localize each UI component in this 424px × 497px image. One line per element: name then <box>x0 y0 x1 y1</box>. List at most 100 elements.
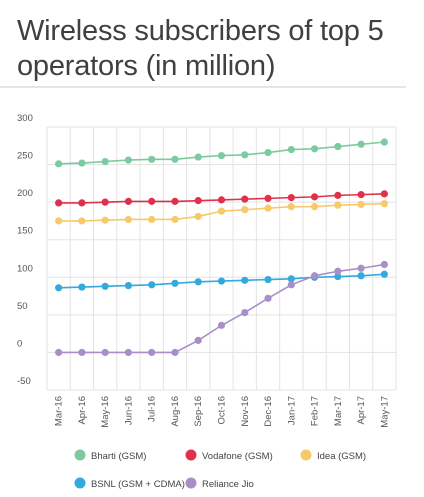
data-point <box>194 212 202 221</box>
chart-title: Wireless subscribers of top 5 operators … <box>17 15 384 82</box>
data-point <box>194 278 202 286</box>
y-tick-label: 300 <box>17 113 33 124</box>
x-tick-label: Mar-16 <box>54 396 65 426</box>
legend-label: Bharti (GSM) <box>91 451 146 462</box>
x-tick-label: Jun-16 <box>123 396 134 425</box>
y-tick-label: 200 <box>17 188 33 199</box>
data-point <box>124 281 133 290</box>
data-point <box>217 196 226 204</box>
x-tick-label: Nov-16 <box>240 396 251 427</box>
data-point <box>171 197 179 205</box>
data-point <box>264 194 272 202</box>
x-tick-label: May-17 <box>379 396 390 428</box>
data-point <box>124 156 133 164</box>
data-point <box>264 294 272 302</box>
data-point <box>310 145 319 153</box>
data-point <box>334 267 342 275</box>
x-tick-label: Apr-16 <box>77 396 88 425</box>
data-point <box>264 148 272 157</box>
legend-swatch <box>185 477 197 489</box>
data-point <box>380 138 388 146</box>
y-tick-label: 150 <box>17 226 33 237</box>
data-point <box>241 309 249 317</box>
data-point <box>148 348 156 357</box>
data-point <box>171 279 179 287</box>
gridlines <box>46 126 397 391</box>
data-point <box>357 272 365 280</box>
data-point <box>78 283 86 291</box>
y-axis-ticks: 300 250 200 150 100 50 0 -50 <box>17 113 33 387</box>
data-point <box>287 275 295 283</box>
data-point <box>55 348 63 357</box>
data-point <box>334 272 342 281</box>
data-point <box>241 276 249 284</box>
data-point <box>55 160 63 168</box>
data-point <box>334 201 342 209</box>
data-point <box>287 281 295 289</box>
title-divider <box>0 86 406 88</box>
x-tick-label: Oct-16 <box>217 396 228 425</box>
data-point <box>124 215 133 224</box>
data-point <box>310 272 319 280</box>
data-point <box>171 215 179 224</box>
y-tick-label: -50 <box>17 376 31 387</box>
data-point <box>287 203 295 211</box>
data-point <box>194 197 202 205</box>
y-tick-label: 250 <box>17 151 33 162</box>
x-tick-label: Jul-16 <box>147 396 158 422</box>
data-point <box>101 157 109 166</box>
legend-swatch <box>74 449 86 461</box>
x-tick-label: Aug-16 <box>170 396 181 427</box>
data-point <box>217 207 226 215</box>
data-point <box>78 159 86 167</box>
data-point <box>171 348 179 357</box>
x-tick-label: Dec-16 <box>263 396 274 427</box>
x-tick-label: Apr-17 <box>356 396 367 425</box>
data-point <box>148 197 156 205</box>
data-point <box>124 348 133 357</box>
legend-label: BSNL (GSM + CDMA) <box>91 479 185 490</box>
data-point <box>380 190 388 198</box>
x-tick-label: Mar-17 <box>333 396 344 426</box>
x-tick-label: May-16 <box>100 396 111 428</box>
data-point <box>357 140 365 148</box>
y-tick-label: 100 <box>17 263 33 274</box>
y-tick-label: 0 <box>17 338 22 349</box>
data-point <box>241 195 249 203</box>
data-point <box>287 145 295 154</box>
data-point <box>55 217 63 225</box>
data-point <box>148 215 156 224</box>
data-point <box>334 142 342 151</box>
data-point <box>101 216 109 224</box>
data-point <box>101 198 109 206</box>
data-point <box>217 321 226 329</box>
legend-swatch <box>300 449 312 461</box>
data-point <box>241 151 249 159</box>
data-point <box>78 348 86 357</box>
data-point <box>148 155 156 163</box>
x-axis-ticks: Mar-16 Apr-16 May-16 Jun-16 Jul-16 Aug-16 Sep-… <box>54 396 391 428</box>
data-point <box>171 155 179 163</box>
data-point <box>124 197 133 205</box>
data-point <box>380 200 388 208</box>
legend: Bharti (GSM) Vodafone (GSM) Idea (GSM) BSNL… <box>74 449 366 490</box>
plot-area <box>55 138 388 357</box>
data-point <box>55 199 63 207</box>
data-point <box>55 284 63 292</box>
data-point <box>241 206 249 214</box>
data-point <box>264 275 272 284</box>
legend-swatch <box>185 449 197 461</box>
data-point <box>78 199 86 207</box>
data-point <box>357 191 365 199</box>
data-point <box>194 336 202 345</box>
data-point <box>78 217 86 225</box>
data-point <box>380 260 388 269</box>
data-point <box>287 194 295 202</box>
x-tick-label: Sep-16 <box>193 396 204 427</box>
data-point <box>217 151 226 160</box>
data-point <box>357 200 365 208</box>
data-point <box>148 281 156 289</box>
x-tick-label: Feb-17 <box>310 396 321 426</box>
y-tick-label: 50 <box>17 301 28 312</box>
